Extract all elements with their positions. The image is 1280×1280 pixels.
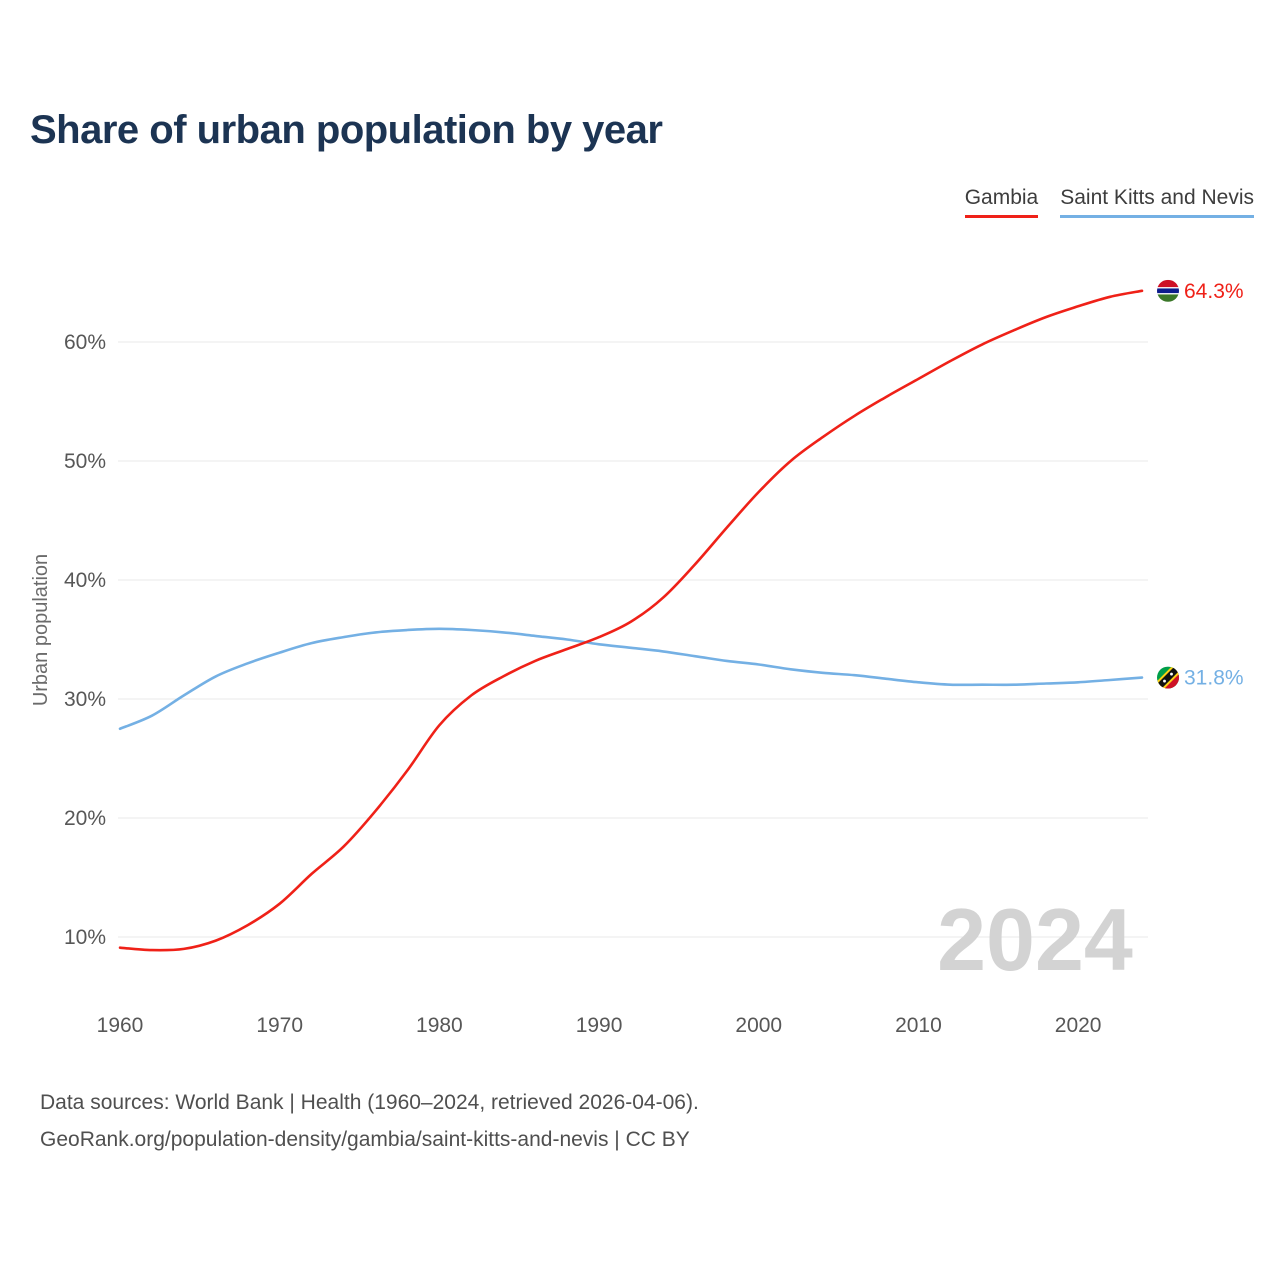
- svg-text:1970: 1970: [256, 1014, 303, 1037]
- gridlines: [118, 341, 1148, 938]
- y-axis-tick-labels: 10% 20% 30% 40% 50% 60%: [64, 331, 106, 949]
- line-saint-kitts-and-nevis[interactable]: [118, 627, 1144, 731]
- line-gambia[interactable]: [118, 289, 1144, 952]
- svg-text:1960: 1960: [97, 1014, 144, 1037]
- end-label-saint-kitts-and-nevis: 31.8%: [1184, 667, 1244, 690]
- chart-area: 10% 20% 30% 40% 50% 60% 1960 1970 1980 1990 2000 2…: [0, 240, 1280, 1060]
- svg-text:2000: 2000: [735, 1014, 782, 1037]
- svg-text:60%: 60%: [64, 331, 106, 354]
- legend-item-gambia[interactable]: Gambia: [964, 186, 1039, 218]
- gambia-flag-icon: [1157, 279, 1179, 302]
- svg-text:2010: 2010: [895, 1014, 942, 1037]
- end-label-gambia: 64.3%: [1184, 280, 1244, 303]
- svg-text:2020: 2020: [1055, 1014, 1102, 1037]
- footer-data-sources: Data sources: World Bank | Health (1960–…: [40, 1091, 699, 1114]
- footer: Data sources: World Bank | Health (1960–…: [40, 1084, 699, 1158]
- svg-text:10%: 10%: [64, 926, 106, 949]
- chart-canvas: 10% 20% 30% 40% 50% 60% 1960 1970 1980 1990 2000 2…: [30, 279, 1244, 1037]
- svg-text:1990: 1990: [576, 1014, 623, 1037]
- svg-text:20%: 20%: [64, 807, 106, 830]
- svg-text:1980: 1980: [416, 1014, 463, 1037]
- svg-text:40%: 40%: [64, 569, 106, 592]
- page-title: Share of urban population by year: [30, 108, 663, 152]
- watermark-year: 2024: [937, 890, 1133, 989]
- legend: Gambia Saint Kitts and Nevis: [964, 186, 1254, 218]
- y-axis-title: Urban population: [30, 554, 52, 706]
- footer-attribution: GeoRank.org/population-density/gambia/sa…: [40, 1128, 690, 1151]
- x-axis-tick-labels: 1960 1970 1980 1990 2000 2010 2020: [97, 1014, 1102, 1037]
- legend-item-saint-kitts-and-nevis[interactable]: Saint Kitts and Nevis: [1060, 186, 1254, 218]
- svg-text:50%: 50%: [64, 450, 106, 473]
- svg-text:30%: 30%: [64, 688, 106, 711]
- saint-kitts-flag-icon: [1157, 666, 1179, 689]
